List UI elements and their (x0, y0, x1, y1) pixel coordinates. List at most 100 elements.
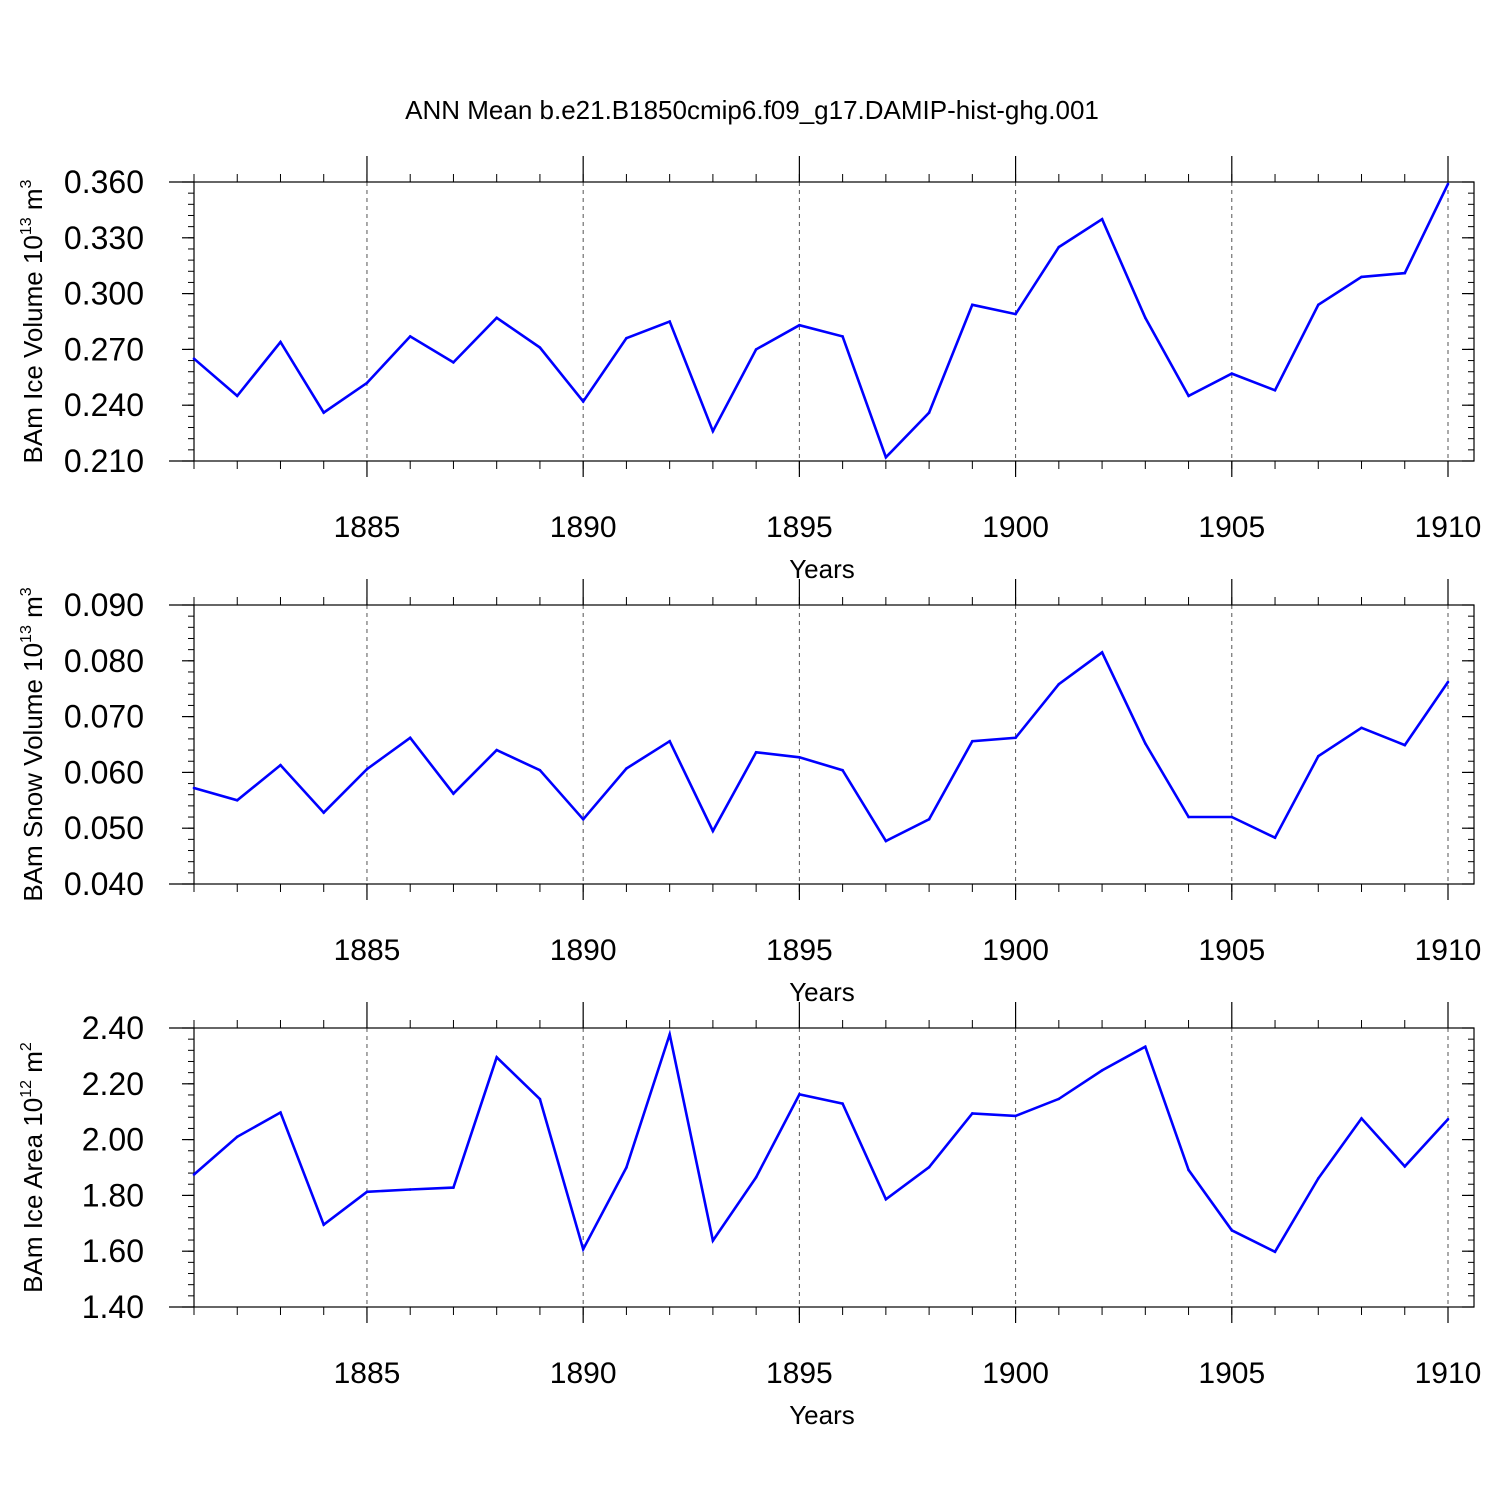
data-point (365, 767, 369, 771)
data-point (581, 400, 585, 403)
data-point (1100, 1069, 1104, 1072)
data-point (538, 1097, 542, 1101)
x-tick-label: 1885 (334, 511, 401, 544)
data-point (279, 763, 282, 767)
panel-3: 1.40 1.60 1.80 2.00 2.20 2.40 1885 1890 1895 1900… (18, 1002, 1481, 1430)
y-tick-label: 0.360 (64, 164, 144, 200)
x-tick-label: 1885 (334, 934, 401, 967)
data-point (1144, 316, 1147, 320)
data-point (1317, 1177, 1320, 1180)
plot-frame (193, 1027, 1475, 1308)
data-point (1403, 271, 1407, 275)
data-point (625, 767, 628, 770)
x-tick-label: 1900 (982, 934, 1049, 967)
data-point (408, 1188, 412, 1191)
x-tick-label: 1900 (982, 1357, 1049, 1390)
data-point (1057, 682, 1061, 686)
panel-1: 0.210 0.240 0.270 0.300 0.330 0.360 1885 1890 18… (18, 156, 1481, 584)
data-point (495, 316, 499, 320)
data-point (1360, 726, 1363, 730)
data-point (322, 1223, 326, 1226)
x-tick-label: 1905 (1198, 934, 1265, 967)
x-axis-label: Years (789, 554, 855, 584)
data-point (452, 1186, 455, 1189)
data-point (1057, 1097, 1061, 1101)
y-tick-label: 0.210 (64, 443, 144, 479)
data-point (1144, 1045, 1147, 1048)
data-point (1446, 182, 1450, 186)
x-tick-label: 1895 (766, 511, 833, 544)
data-point (1014, 312, 1017, 316)
y-tick-label: 2.20 (82, 1066, 144, 1102)
data-point (408, 335, 412, 338)
data-point (1317, 303, 1320, 307)
y-tick-label: 0.040 (64, 866, 144, 902)
data-point (841, 1102, 844, 1105)
data-point (538, 346, 542, 349)
data-point (1100, 651, 1104, 654)
data-point (192, 357, 196, 361)
data-point (452, 361, 455, 364)
data-point (235, 394, 239, 398)
figure-title: ANN Mean b.e21.B1850cmip6.f09_g17.DAMIP-… (405, 95, 1099, 125)
data-point (1014, 736, 1017, 740)
x-tick-label: 1895 (766, 1357, 833, 1390)
data-point (1230, 815, 1234, 819)
x-tick-label: 1910 (1415, 1357, 1482, 1390)
data-point (1273, 1250, 1277, 1254)
data-point (884, 456, 888, 459)
data-point (1360, 275, 1363, 279)
data-point (841, 768, 844, 772)
panel-2: 0.040 0.050 0.060 0.070 0.080 0.090 1885 1890 18… (18, 579, 1481, 1007)
data-point (754, 1176, 758, 1179)
x-tick-label: 1910 (1415, 934, 1482, 967)
series-line (193, 650, 1450, 843)
data-point (365, 381, 369, 385)
data-point (235, 1135, 239, 1139)
data-point (1187, 394, 1190, 398)
data-point (1446, 1117, 1450, 1121)
data-point (192, 1173, 196, 1176)
y-tick-label: 0.090 (64, 587, 144, 623)
series-line (193, 183, 1450, 460)
data-point (971, 303, 974, 307)
data-point (927, 411, 931, 414)
data-point (495, 748, 499, 752)
x-tick-label: 1890 (550, 1357, 617, 1390)
y-tick-label: 0.060 (64, 754, 144, 790)
data-point (192, 786, 196, 790)
data-point (581, 1247, 585, 1251)
data-point (1403, 1165, 1407, 1168)
data-point (1230, 1229, 1234, 1232)
x-tick-label: 1900 (982, 511, 1049, 544)
data-point (1317, 754, 1320, 758)
data-point (1187, 1168, 1190, 1172)
x-axis-label: Years (789, 1400, 855, 1430)
x-tick-label: 1885 (334, 1357, 401, 1390)
data-point (754, 348, 758, 351)
y-axis-label: BAm Ice Volume 1013 m3 (18, 179, 48, 463)
data-point (495, 1056, 499, 1059)
y-tick-label: 2.00 (82, 1122, 144, 1158)
data-point (798, 323, 801, 327)
data-point (279, 340, 282, 344)
x-tick-label: 1890 (550, 511, 617, 544)
data-point (971, 1112, 974, 1115)
data-point (668, 320, 671, 323)
plot-frame (193, 181, 1475, 462)
data-point (1403, 743, 1407, 747)
data-point (1057, 245, 1061, 249)
series-line (193, 1029, 1449, 1254)
data-point (668, 1033, 671, 1036)
y-axis-label: BAm Ice Area 1012 m2 (18, 1042, 48, 1293)
y-axis-label: BAm Snow Volume 1013 m3 (18, 587, 48, 901)
data-point (927, 1165, 931, 1169)
data-point (322, 811, 326, 814)
data-point (1273, 389, 1277, 392)
data-point (408, 736, 412, 740)
data-point (884, 1198, 888, 1201)
y-tick-label: 1.60 (82, 1233, 144, 1269)
y-tick-label: 0.080 (64, 643, 144, 679)
